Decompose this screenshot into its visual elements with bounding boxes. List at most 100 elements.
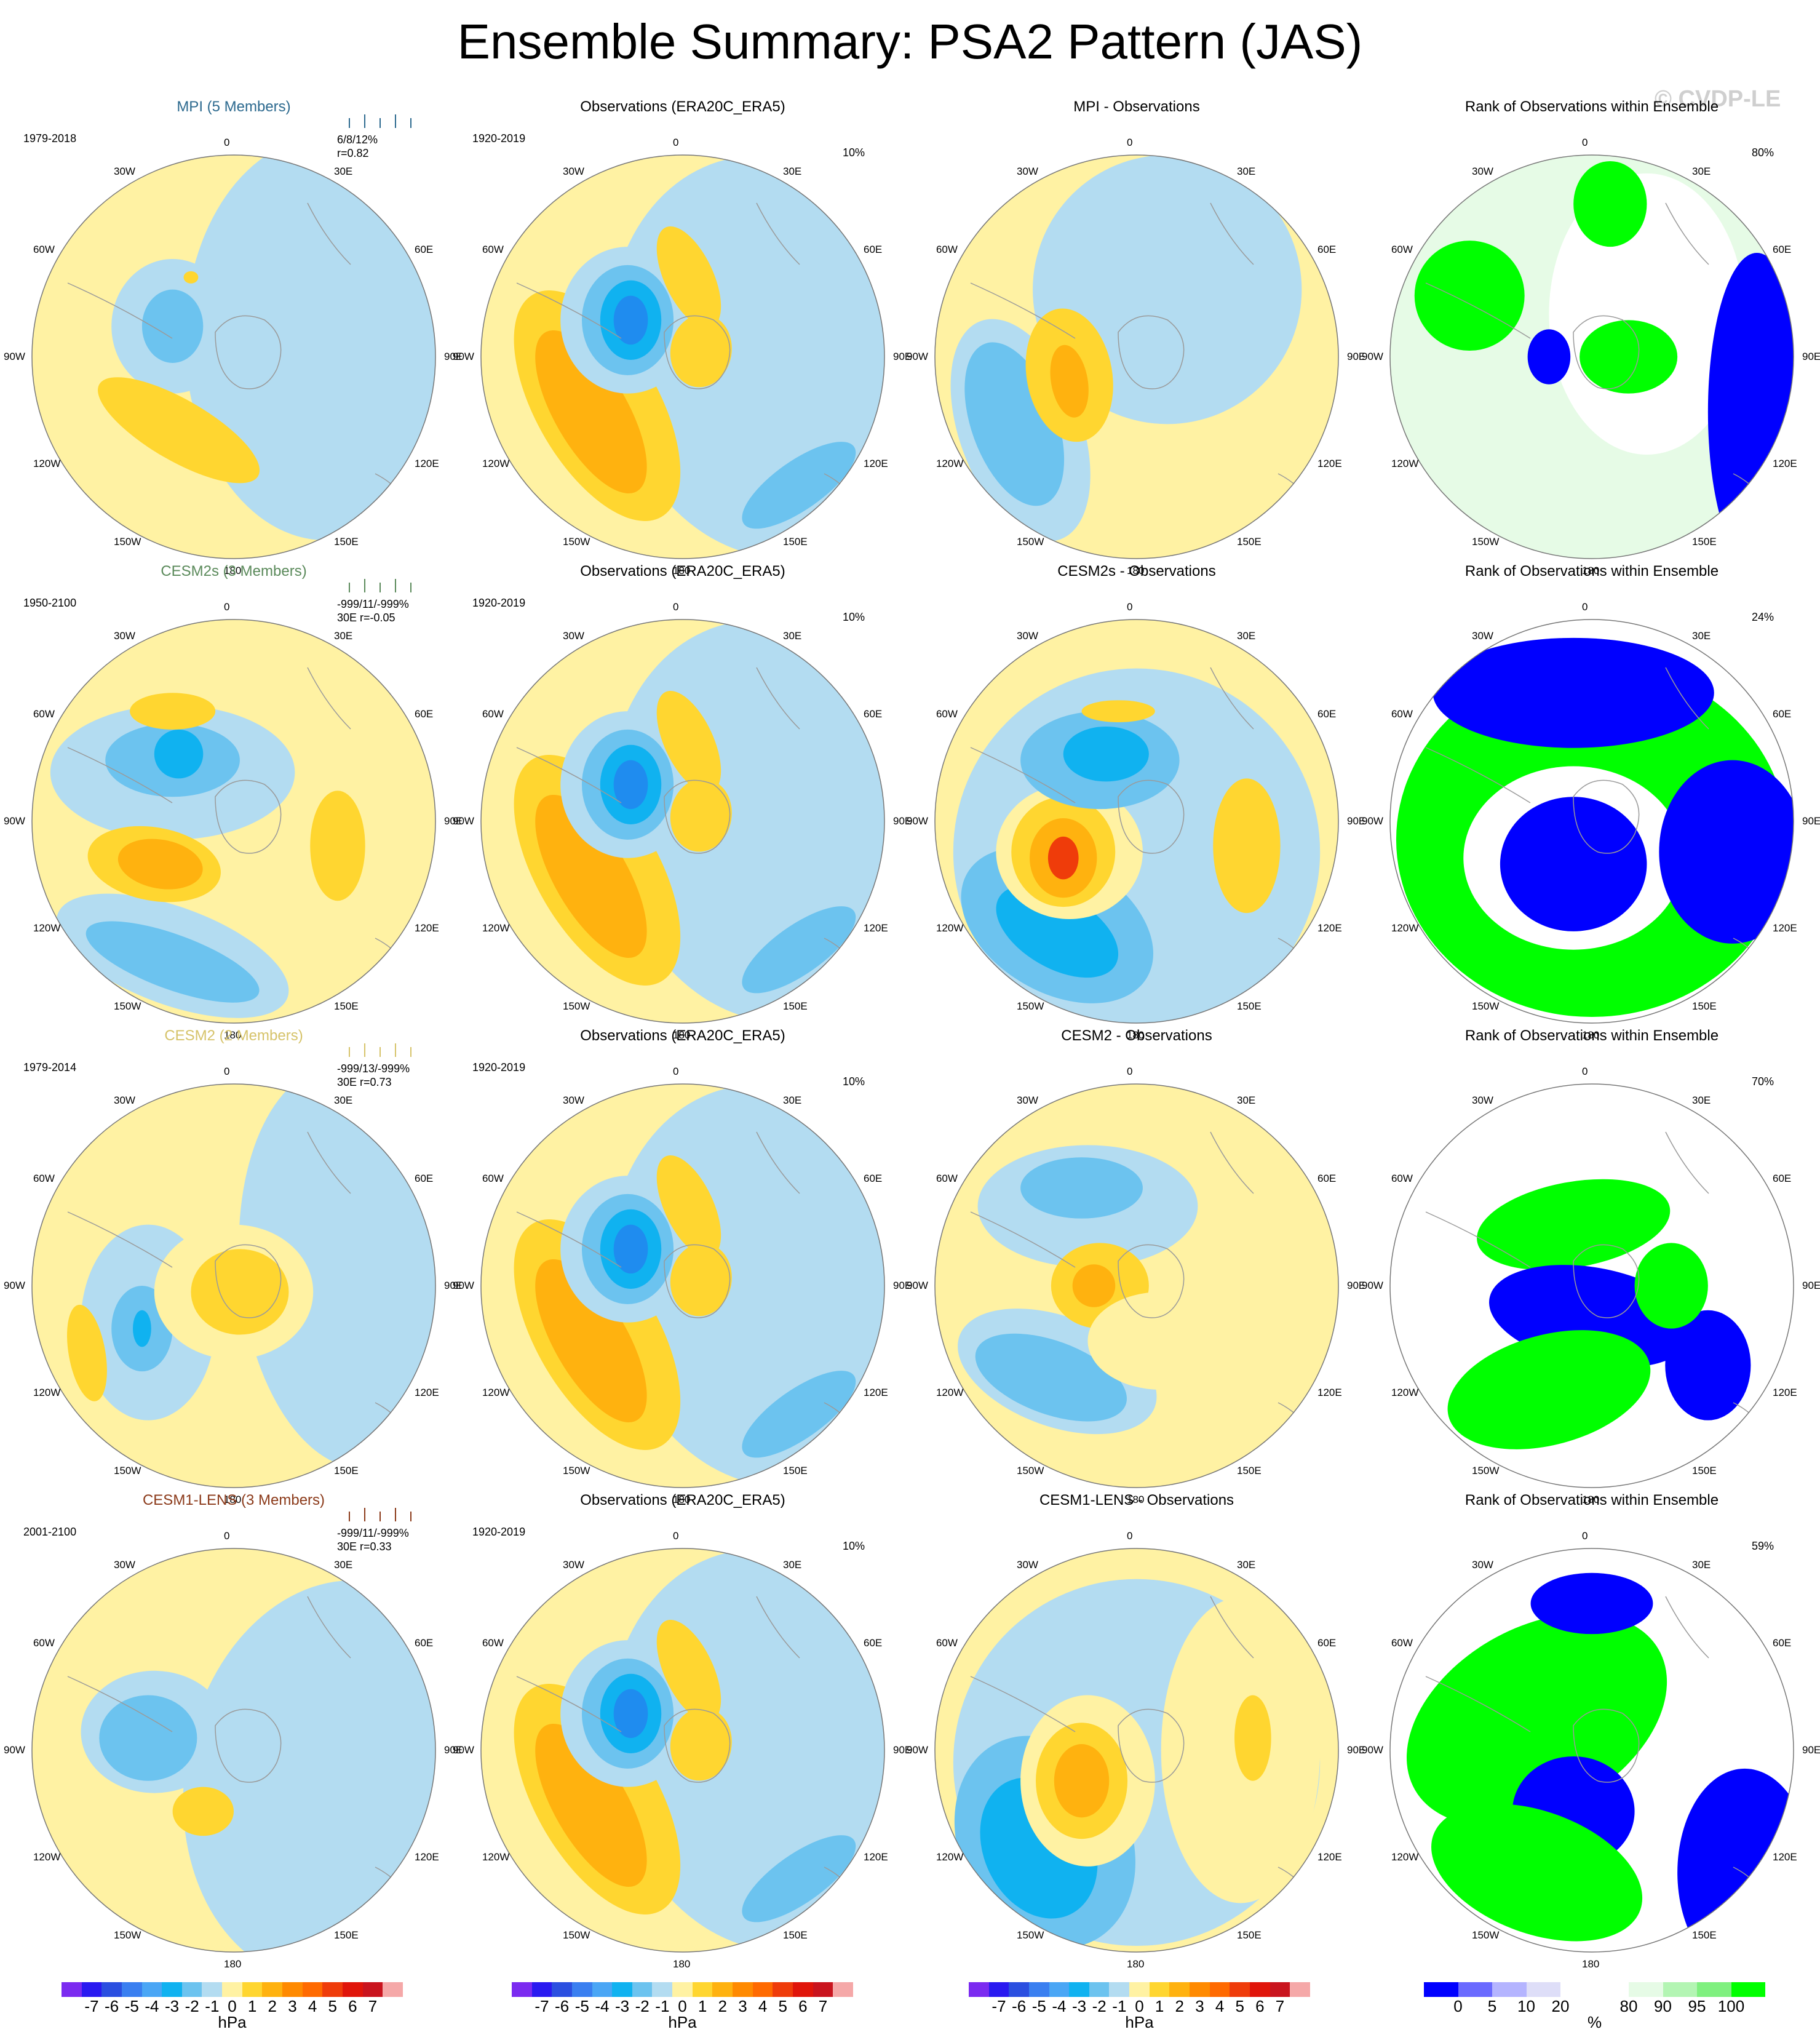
longitude-label: 60E [415, 1173, 434, 1184]
longitude-label: 180 [1127, 565, 1145, 576]
longitude-label: 0 [1127, 137, 1133, 148]
member-ticks [349, 1043, 411, 1057]
panel-title: CESM2 - Observations [1061, 1027, 1212, 1044]
longitude-label: 150W [1472, 536, 1500, 548]
contour-region [141, 289, 204, 363]
longitude-label: 60W [33, 1173, 55, 1184]
panel-diff-row2: CESM2s - Observations 0 30E 60E 90E 120E 150E 1… [907, 563, 1365, 1041]
longitude-label: 30E [1237, 1558, 1256, 1571]
longitude-label: 90W [1362, 815, 1383, 827]
panel-obs-row1: Observations (ERA20C_ERA5) 1920-2019 10% 0 3… [453, 98, 912, 576]
longitude-label: 60E [1317, 1637, 1337, 1649]
contour-region [1234, 1695, 1271, 1781]
contour-region [1050, 345, 1089, 418]
longitude-label: 60W [33, 244, 55, 255]
contour-region [1414, 241, 1525, 351]
panel-title: Rank of Observations within Ensemble [1464, 1027, 1719, 1044]
contour-region [670, 1243, 732, 1317]
contour-region [742, 906, 856, 994]
longitude-label: 0 [1582, 1530, 1588, 1542]
panel-title: Rank of Observations within Ensemble [1464, 1492, 1719, 1508]
longitude-label: 120E [864, 1851, 888, 1863]
panel-title: Observations (ERA20C_ERA5) [580, 1492, 785, 1508]
contour-region [670, 778, 732, 852]
percent-label: 70% [1752, 1075, 1774, 1088]
longitude-label: 30E [334, 629, 353, 642]
antarctica-coastline [215, 1244, 282, 1318]
longitude-label: 150W [1472, 1465, 1500, 1477]
longitude-label: 60E [864, 1637, 883, 1649]
longitude-label: 180 [224, 1494, 242, 1505]
longitude-label: 0 [673, 601, 679, 613]
longitude-label: 90E [444, 351, 463, 362]
longitude-label: 120E [1773, 922, 1797, 934]
longitude-label: 30W [1472, 1558, 1493, 1571]
contour-region [85, 921, 260, 1003]
longitude-label: 90E [1347, 351, 1366, 362]
longitude-label: 30W [1017, 1558, 1038, 1571]
stats-line: -999/13/-999% [337, 1062, 410, 1075]
longitude-label: 180 [673, 565, 691, 576]
longitude-label: 180 [224, 1958, 242, 1970]
longitude-label: 60W [936, 1173, 958, 1184]
longitude-label: 30E [1692, 1094, 1711, 1106]
panel-title: CESM1-LENS (3 Members) [142, 1492, 325, 1508]
longitude-label: 90W [453, 1280, 474, 1291]
longitude-label: 180 [673, 1029, 691, 1041]
contour-region [172, 1787, 234, 1836]
longitude-label: 90E [893, 1744, 912, 1756]
longitude-label: 120W [936, 1851, 964, 1863]
longitude-label: 150E [334, 536, 359, 548]
longitude-label: 30W [114, 1094, 135, 1106]
antarctica-coastline [215, 779, 282, 854]
contour-region [185, 155, 435, 541]
map-border [480, 1083, 885, 1488]
longitude-label: 30W [1017, 1094, 1038, 1106]
longitude-label: 90W [1362, 1280, 1383, 1291]
longitude-label: 120E [1317, 458, 1342, 469]
longitude-label: 120W [936, 922, 964, 934]
polar-stereo-map [480, 619, 885, 1024]
antarctica-coastline [1118, 1244, 1185, 1318]
antarctica-coastline [664, 315, 731, 389]
polar-stereo-map [934, 619, 1339, 1024]
longitude-label: 90W [453, 351, 474, 362]
polar-stereo-map [934, 1548, 1339, 1953]
longitude-label: 120W [936, 1387, 964, 1398]
polar-stereo-map [480, 154, 885, 559]
polar-stereo-map [31, 1083, 436, 1488]
member-ticks [349, 1508, 411, 1521]
longitude-label: 120W [482, 922, 510, 934]
contour-region [656, 226, 721, 329]
stats-label: 6/8/12% r=0.82 [337, 133, 378, 160]
longitude-label: 120E [864, 922, 888, 934]
longitude-label: 120E [415, 1387, 439, 1398]
longitude-label: 120E [864, 1387, 888, 1398]
stats-label: -999/13/-999% 30E r=0.73 [337, 1062, 410, 1089]
rank-map [1389, 1083, 1794, 1488]
panel-model-row3: CESM2 (2 Members) 1979-2014 -999/13/-999% 3… [4, 1027, 463, 1505]
member-ticks [349, 114, 411, 128]
longitude-label: 30E [334, 1558, 353, 1571]
hpa-colorbar [969, 1982, 1310, 1997]
longitude-label: 30W [1017, 165, 1038, 177]
longitude-label: 150W [114, 1929, 141, 1942]
longitude-label: 180 [1582, 1494, 1600, 1505]
longitude-label: 120E [1317, 1851, 1342, 1863]
longitude-label: 90W [1362, 1744, 1383, 1756]
longitude-label: 120E [415, 458, 439, 469]
panel-obs-row3: Observations (ERA20C_ERA5) 1920-2019 10% 0 3… [453, 1027, 912, 1505]
contour-region [133, 1310, 151, 1347]
longitude-label: 150E [783, 1929, 808, 1942]
longitude-label: 90W [907, 351, 928, 362]
panel-title: CESM1-LENS - Observations [1039, 1492, 1234, 1508]
longitude-label: 30W [563, 165, 584, 177]
contour-region [1020, 1157, 1143, 1219]
contour-region [98, 377, 260, 484]
longitude-label: 30W [1472, 629, 1493, 642]
longitude-label: 0 [1582, 1066, 1588, 1077]
period-label: 2001-2100 [23, 1526, 77, 1538]
panel-title: Observations (ERA20C_ERA5) [580, 98, 785, 115]
panel-model-row2: CESM2s (3 Members) 1950-2100 -999/11/-999%… [4, 563, 463, 1041]
contour-region [1500, 797, 1647, 931]
